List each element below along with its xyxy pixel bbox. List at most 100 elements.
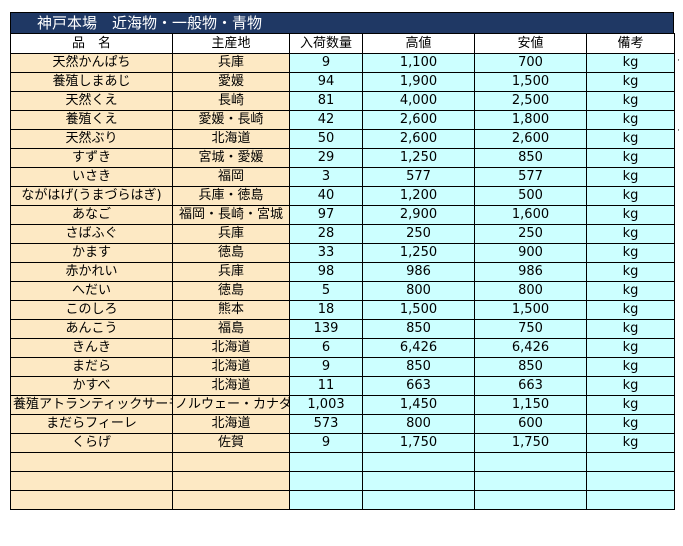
cell-high-price: 250 xyxy=(362,224,475,244)
table-row: 養殖しまあじ 愛媛 94 1,900 1,500 kg xyxy=(10,72,675,92)
cell-high-price: 2,600 xyxy=(362,110,475,130)
cell-origin: 佐賀 xyxy=(172,433,290,453)
cell-name: 養殖しまあじ xyxy=(10,72,173,92)
table-row: まだら 北海道 9 850 850 kg xyxy=(10,357,675,377)
cell-remarks: kg xyxy=(586,167,675,187)
cell-low-price: 1,500 xyxy=(474,72,587,92)
cell-origin: 福岡・長崎・宮城 xyxy=(172,205,290,225)
table-row: まだらフィーレ 北海道 573 800 600 kg xyxy=(10,414,675,434)
cell-name: すずき xyxy=(10,148,173,168)
cell-quantity: 50 xyxy=(289,129,363,149)
cell-name: さばふぐ xyxy=(10,224,173,244)
sheet-title: 神戸本場 近海物・一般物・青物 xyxy=(10,12,674,33)
cell-quantity: 3 xyxy=(289,167,363,187)
cell-remarks: kg xyxy=(586,357,675,377)
header-origin: 主産地 xyxy=(172,33,290,54)
cell-remarks: kg xyxy=(586,110,675,130)
cell-remarks: kg xyxy=(586,224,675,244)
cell-low-price xyxy=(474,490,587,510)
cell-high-price: 663 xyxy=(362,376,475,396)
cell-origin: 北海道 xyxy=(172,376,290,396)
cell-low-price: 700 xyxy=(474,53,587,73)
cell-low-price: 577 xyxy=(474,167,587,187)
cell-origin: 北海道 xyxy=(172,338,290,358)
cell-high-price: 850 xyxy=(362,319,475,339)
cell-origin: 兵庫 xyxy=(172,224,290,244)
table-row: 天然かんぱち 兵庫 9 1,100 700 kg xyxy=(10,53,675,73)
cell-quantity: 9 xyxy=(289,433,363,453)
cell-remarks: kg xyxy=(586,53,675,73)
cell-quantity: 28 xyxy=(289,224,363,244)
cell-origin: 宮城・愛媛 xyxy=(172,148,290,168)
table-row: きんき 北海道 6 6,426 6,426 kg xyxy=(10,338,675,358)
cell-name xyxy=(10,471,173,491)
cell-high-price: 986 xyxy=(362,262,475,282)
cell-origin: ノルウェー・カナダ他 xyxy=(172,395,290,415)
cell-low-price: 2,600 xyxy=(474,129,587,149)
cell-high-price: 1,750 xyxy=(362,433,475,453)
cell-high-price: 2,600 xyxy=(362,129,475,149)
cell-origin: 徳島 xyxy=(172,281,290,301)
cell-low-price: 986 xyxy=(474,262,587,282)
cell-name: まだら xyxy=(10,357,173,377)
header-low-price: 安値 xyxy=(474,33,587,54)
cell-remarks: kg xyxy=(586,376,675,396)
cell-quantity: 94 xyxy=(289,72,363,92)
table-row: ながはげ(うまづらはぎ) 兵庫・徳島 40 1,200 500 kg xyxy=(10,186,675,206)
cell-remarks: kg xyxy=(586,319,675,339)
cell-origin: 兵庫・徳島 xyxy=(172,186,290,206)
cell-low-price: 250 xyxy=(474,224,587,244)
table-row: あなご 福岡・長崎・宮城 97 2,900 1,600 kg xyxy=(10,205,675,225)
cell-name: きんき xyxy=(10,338,173,358)
header-row: 品 名 主産地 入荷数量 高値 安値 備考 xyxy=(10,33,675,54)
cell-remarks xyxy=(586,490,675,510)
cell-low-price: 1,600 xyxy=(474,205,587,225)
cell-low-price xyxy=(474,452,587,472)
cell-remarks: kg xyxy=(586,91,675,111)
cell-quantity: 573 xyxy=(289,414,363,434)
edge-mark-upper: · xyxy=(677,56,680,66)
cell-name: 天然くえ xyxy=(10,91,173,111)
cell-remarks: kg xyxy=(586,338,675,358)
cell-quantity: 9 xyxy=(289,53,363,73)
edge-mark-lower: · xyxy=(677,126,680,136)
cell-low-price: 1,750 xyxy=(474,433,587,453)
cell-high-price xyxy=(362,490,475,510)
cell-quantity: 6 xyxy=(289,338,363,358)
cell-quantity: 98 xyxy=(289,262,363,282)
cell-origin xyxy=(172,471,290,491)
cell-quantity xyxy=(289,452,363,472)
cell-low-price: 800 xyxy=(474,281,587,301)
table-row: かすべ 北海道 11 663 663 kg xyxy=(10,376,675,396)
cell-origin: 長崎 xyxy=(172,91,290,111)
cell-high-price: 1,450 xyxy=(362,395,475,415)
cell-name: いさき xyxy=(10,167,173,187)
table-row: 養殖くえ 愛媛・長崎 42 2,600 1,800 kg xyxy=(10,110,675,130)
price-sheet: 神戸本場 近海物・一般物・青物 品 名 主産地 入荷数量 高値 安値 備考 天然… xyxy=(10,12,675,510)
cell-name: 養殖くえ xyxy=(10,110,173,130)
cell-low-price: 750 xyxy=(474,319,587,339)
price-table: 品 名 主産地 入荷数量 高値 安値 備考 天然かんぱち 兵庫 9 1,100 700 k… xyxy=(10,33,675,510)
cell-origin: 愛媛・長崎 xyxy=(172,110,290,130)
cell-name: 赤かれい xyxy=(10,262,173,282)
header-name: 品 名 xyxy=(10,33,173,54)
cell-quantity: 40 xyxy=(289,186,363,206)
table-row xyxy=(10,471,675,491)
cell-remarks: kg xyxy=(586,243,675,263)
cell-remarks: kg xyxy=(586,205,675,225)
table-row: さばふぐ 兵庫 28 250 250 kg xyxy=(10,224,675,244)
table-row: かます 徳島 33 1,250 900 kg xyxy=(10,243,675,263)
table-row: このしろ 熊本 18 1,500 1,500 kg xyxy=(10,300,675,320)
cell-origin: 熊本 xyxy=(172,300,290,320)
cell-origin: 徳島 xyxy=(172,243,290,263)
table-row: すずき 宮城・愛媛 29 1,250 850 kg xyxy=(10,148,675,168)
table-row: くらげ 佐賀 9 1,750 1,750 kg xyxy=(10,433,675,453)
cell-remarks: kg xyxy=(586,129,675,149)
cell-name: まだらフィーレ xyxy=(10,414,173,434)
cell-quantity: 5 xyxy=(289,281,363,301)
cell-high-price: 1,200 xyxy=(362,186,475,206)
cell-remarks: kg xyxy=(586,148,675,168)
cell-origin: 兵庫 xyxy=(172,53,290,73)
cell-low-price: 1,800 xyxy=(474,110,587,130)
cell-quantity: 33 xyxy=(289,243,363,263)
